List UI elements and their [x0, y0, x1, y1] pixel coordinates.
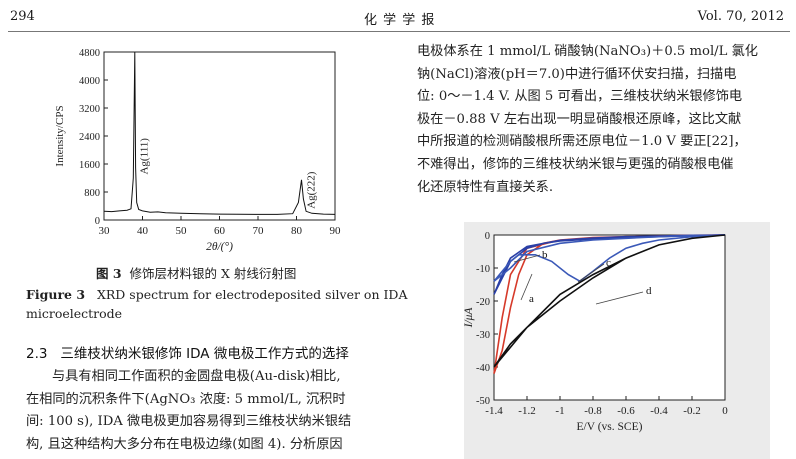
cv-curve-c [493, 234, 726, 283]
cv-x-tick-label: -0.2 [683, 405, 700, 417]
cv-leader-c [577, 263, 605, 283]
cv-y-tick-label: -40 [476, 363, 490, 374]
xrd-y-tick-label: 0 [95, 216, 100, 227]
right-paragraph: 电极体系在 1 mmol/L 硝酸钠(NaNO₃)＋0.5 mol/L 氯化 钠… [417, 41, 758, 199]
xrd-x-tick-label: 60 [214, 225, 226, 237]
cv-curve-d [493, 234, 726, 368]
figure3-text-en: XRD spectrum for electrodeposited silver… [96, 287, 408, 302]
cv-chart: -1.4 -1.2 -1 -0.8 -0.6 -0.4 -0.2 0 0 -10 -20 -30 -40… [463, 222, 770, 459]
right-line-1: 电极体系在 1 mmol/L 硝酸钠(NaNO₃)＋0.5 mol/L 氯化 [417, 44, 758, 59]
right-line-3: 位: 0～－1.4 V. 从图 5 可看出，三维枝状纳米银修饰电 [417, 89, 743, 105]
xrd-y-tick-label: 800 [84, 188, 100, 199]
xrd-y-tick-label: 3200 [79, 104, 100, 115]
cv-y-axis-label: I/μA [463, 307, 475, 329]
cv-y-tick-label: -20 [476, 297, 490, 308]
figure3-text-zh: 修饰层材料银的 X 射线衍射图 [129, 266, 297, 281]
xrd-x-tick-label: 30 [99, 225, 111, 237]
cv-y-tick-label: 0 [485, 231, 490, 242]
right-line-7: 化还原特性有直接关系. [417, 179, 554, 195]
xrd-y-axis-label: Intensity/CPS [54, 105, 66, 166]
xrd-x-tick-label: 80 [291, 225, 303, 237]
annotation-ag111: Ag(111) [139, 138, 151, 175]
cv-x-tick-label: -1.4 [485, 405, 503, 417]
xrd-spectrum-line [103, 51, 336, 215]
figure3-caption-en: Figure 3 XRD spectrum for electrodeposit… [26, 285, 407, 323]
section-number: 2.3 [26, 346, 48, 362]
xrd-y-tick-label: 4000 [79, 76, 100, 87]
xrd-y-tick-label: 2400 [79, 132, 100, 143]
header-rule [8, 31, 790, 32]
cv-x-tick-label: 0 [722, 405, 728, 417]
xrd-y-tick-label: 4800 [79, 48, 100, 59]
xrd-plot-frame [103, 51, 336, 221]
cv-leader-b [513, 254, 541, 263]
cv-y-tick-label: -10 [476, 264, 490, 275]
cv-leader-d [595, 291, 644, 305]
journal-title: 化 学 学 报 [364, 13, 436, 28]
section-title: 三维枝状纳米银修饰 IDA 微电极工作方式的选择 [60, 346, 349, 362]
annotation-ag222: Ag(222) [305, 171, 317, 209]
xrd-x-tick-label: 50 [176, 225, 188, 237]
xrd-x-tick-label: 90 [330, 225, 342, 237]
cv-y-tick-label: -50 [476, 396, 490, 407]
cv-x-tick-label: -1 [555, 405, 564, 417]
page-number: 294 [10, 9, 35, 24]
section-heading: 2.3 三维枝状纳米银修饰 IDA 微电极工作方式的选择 [26, 342, 349, 362]
figure3-caption-zh: 图 3 修饰层材料银的 X 射线衍射图 [96, 263, 296, 282]
xrd-chart: 30 40 50 60 70 80 90 0 800 1600 2400 3200 4000 4800 Ag… [54, 48, 342, 252]
right-line-4: 极在－0.88 V 左右出现一明显硝酸根还原峰，这比文献 [417, 111, 742, 127]
xrd-y-tick-label: 1600 [79, 160, 100, 171]
xrd-x-tick-label: 40 [137, 225, 149, 237]
right-line-5: 中所报道的检测硝酸根所需还原电位－1.0 V 要正[22]， [417, 134, 747, 150]
left-paragraph: 与具有相同工作面积的金圆盘电极(Au-disk)相比, 在相同的沉积条件下(Ag… [26, 366, 351, 456]
cv-x-tick-label: -0.6 [617, 405, 635, 417]
cv-series-label-c: c [606, 257, 611, 269]
cv-x-tick-label: -0.8 [584, 405, 602, 417]
left-line-1: 与具有相同工作面积的金圆盘电极(Au-disk)相比, [52, 369, 341, 384]
cv-plot-frame [493, 234, 726, 401]
cv-series-label-d: d [646, 285, 652, 297]
cv-x-tick-label: -0.4 [650, 405, 668, 417]
cv-series-label-a: a [529, 293, 534, 305]
cv-x-tick-label: -1.2 [518, 405, 535, 417]
cv-y-tick-label: -30 [476, 330, 490, 341]
cv-x-axis-label: E/V (vs. SCE) [577, 421, 643, 433]
left-line-3: 间: 100 s), IDA 微电极更加容易得到三维枝状纳米银结 [26, 414, 352, 430]
cv-series-label-b: b [542, 249, 548, 261]
figure3-label-zh: 图 3 [96, 266, 122, 281]
right-line-2: 钠(NaCl)溶液(pH＝7.0)中进行循环伏安扫描，扫描电 [417, 66, 737, 82]
xrd-x-axis-label: 2θ/(°) [206, 241, 233, 252]
volume-info: Vol. 70, 2012 [697, 9, 784, 24]
left-line-2: 在相同的沉积条件下(AgNO₃ 浓度: 5 mmol/L, 沉积时 [26, 391, 346, 407]
left-line-4: 构, 且这种结构大多分布在电极边缘(如图 4). 分析原因 [26, 436, 343, 452]
figure3-label-en: Figure 3 [26, 287, 86, 302]
right-line-6: 不难得出，修饰的三维枝状纳米银与更强的硝酸根电催 [417, 156, 734, 172]
xrd-x-tick-label: 70 [253, 225, 265, 237]
figure3-text-en-2: microelectrode [26, 306, 123, 321]
cv-leader-a [520, 273, 533, 301]
